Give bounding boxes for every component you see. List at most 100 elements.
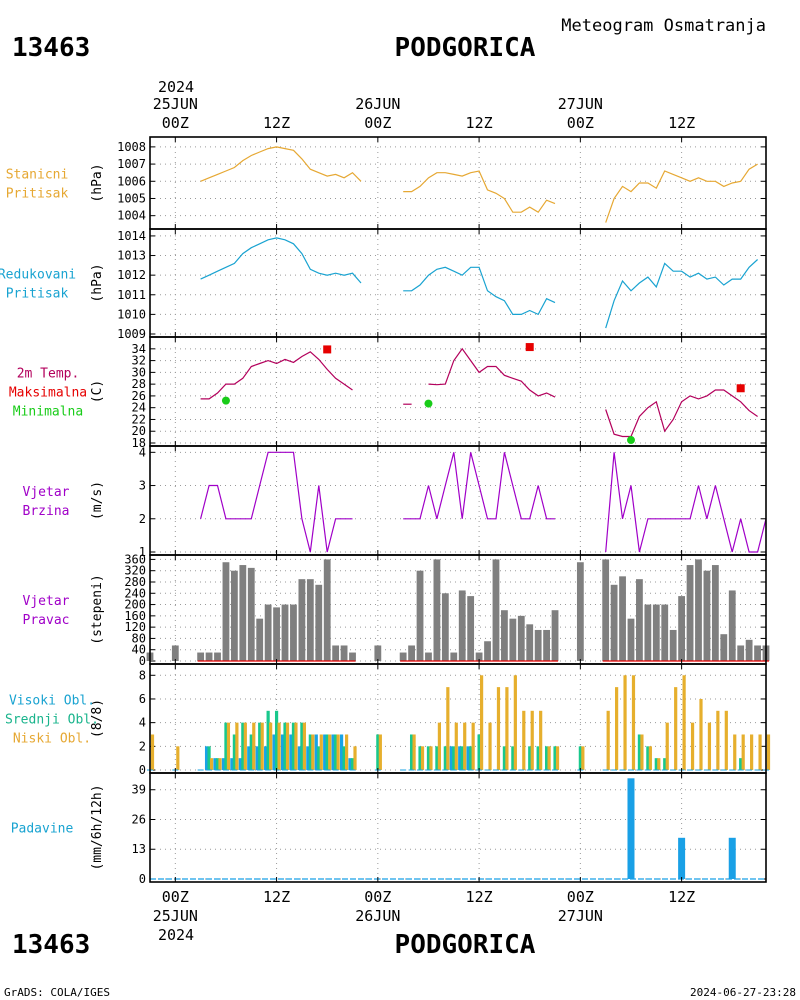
wind-direction-bar: [534, 629, 542, 661]
cloud-bar-mid: [528, 746, 532, 770]
cloud-bar-mid: [325, 734, 329, 770]
y-tick-label: 1014: [117, 229, 146, 243]
cloud-bar-low: [378, 734, 382, 770]
wind-direction-bar: [627, 618, 635, 661]
cloud-bar-mid: [300, 722, 304, 770]
cloud-bar-mid: [291, 722, 296, 770]
cloud-bar-low: [353, 746, 357, 770]
panel-precipitation: 0 13 26 39 (mm/6h/12h) Padavine: [11, 772, 767, 886]
cloud-bar-low: [454, 722, 458, 770]
top-axis-hour-label: 00Z: [567, 114, 594, 132]
y-tick-label: 2: [139, 739, 146, 753]
y-tick-label: 0: [139, 872, 146, 886]
panel-label: Pravac: [23, 613, 70, 628]
cloud-bar-low: [277, 722, 281, 770]
top-axis-day-label: 26JUN: [355, 95, 400, 113]
wind-direction-bar: [197, 652, 205, 661]
cloud-bar-high: [204, 746, 209, 770]
cloud-bar-low: [336, 734, 340, 770]
panel-label: Pritisak: [6, 187, 69, 202]
panel-frame: [149, 772, 767, 883]
panels: 10041005100610071008(hPa)StanicniPritisa…: [0, 136, 771, 886]
cloud-bar-mid: [409, 734, 414, 770]
cloud-bar-mid: [241, 722, 245, 770]
series-line: [605, 389, 758, 438]
y-tick-label: 30: [132, 365, 146, 379]
panel-frame: [149, 445, 767, 556]
wind-direction-bar: [695, 559, 702, 661]
y-tick-label: 24: [132, 401, 146, 415]
cloud-bar-low: [522, 710, 526, 770]
cloud-bar-low: [665, 722, 669, 770]
header-station-name: PODGORICA: [395, 33, 536, 63]
y-axis-label: (C): [90, 380, 105, 403]
y-tick-label: 28: [132, 377, 146, 391]
y-tick-label: 120: [124, 620, 146, 634]
tmax-marker: [525, 343, 534, 352]
cloud-bar-low: [750, 734, 754, 770]
panel-label: Vjetar: [23, 485, 70, 500]
cloud-bar-low: [758, 734, 762, 770]
cloud-bar-mid: [553, 746, 557, 770]
top-axis-day-label: 25JUN: [153, 95, 198, 113]
panel-frame: [149, 228, 767, 338]
top-axis-hour-label: 00Z: [364, 114, 391, 132]
cloud-bar-low: [235, 722, 239, 770]
wind-direction-bar: [652, 604, 660, 661]
wind-direction-bar: [661, 604, 669, 661]
series-line: [200, 146, 362, 182]
series-line: [605, 163, 758, 223]
wind-direction-bar: [399, 652, 407, 661]
y-tick-label: 34: [132, 342, 146, 356]
cloud-bar-mid: [739, 758, 743, 770]
wind-direction-bar: [619, 576, 626, 661]
wind-direction-bar: [686, 565, 694, 661]
series-line: [605, 259, 759, 329]
y-tick-label: 1007: [117, 157, 146, 171]
wind-direction-bar: [408, 645, 415, 661]
series-line: [200, 237, 362, 284]
y-tick-label: 280: [124, 575, 146, 589]
bottom-axis-hour-label: 00Z: [567, 888, 594, 906]
cloud-bar-low: [555, 746, 560, 770]
cloud-bar-mid: [376, 734, 380, 770]
precip-bar: [627, 778, 635, 879]
cloud-bar-low: [294, 722, 298, 770]
wind-direction-bar: [636, 579, 643, 661]
y-tick-label: 0: [139, 763, 146, 777]
panel-label: 2m Temp.: [17, 367, 80, 382]
series-line: [403, 170, 556, 214]
wind-direction-bar: [551, 610, 559, 661]
cloud-bar-mid: [460, 746, 464, 770]
y-tick-label: 40: [132, 643, 146, 657]
cloud-bar-high: [449, 746, 453, 770]
panel-label: Pritisak: [6, 287, 69, 302]
cloud-bar-mid: [308, 734, 312, 770]
panel-label: Stanicni: [6, 168, 69, 183]
panel-reduced_pressure: 1009 1010 1011 1012 1013 1014 (hPa) Redukovani P…: [0, 228, 767, 341]
wind-direction-bar: [526, 624, 534, 661]
cloud-bar-high: [247, 746, 251, 770]
panel-cloud_cover: 0 2 4 6 8 (8/8)Visoki Obl. Srednji Obl. Niski O…: [5, 663, 771, 777]
cloud-bar-mid: [249, 734, 253, 770]
bottom-axis-year: 2024: [158, 926, 194, 944]
top-axis-hour-label: 12Z: [263, 114, 290, 132]
y-tick-label: 1005: [117, 191, 146, 205]
y-tick-label: 0: [139, 654, 146, 668]
wind-direction-bar: [425, 652, 432, 661]
cloud-bar-low: [766, 734, 771, 770]
cloud-bar-mid: [536, 746, 540, 770]
cloud-bar-mid: [350, 758, 355, 770]
cloud-bar-mid: [266, 710, 270, 770]
cloud-bar-mid: [511, 746, 515, 770]
wind-direction-bar: [737, 645, 745, 661]
y-tick-label: 4: [139, 445, 146, 459]
cloud-bar-low: [648, 746, 652, 770]
cloud-bar-high: [255, 746, 259, 770]
cloud-bar-low: [716, 710, 720, 770]
y-axis-label: (hPa): [90, 263, 105, 302]
series-line: [605, 452, 767, 553]
cloud-bar-mid: [317, 746, 321, 770]
